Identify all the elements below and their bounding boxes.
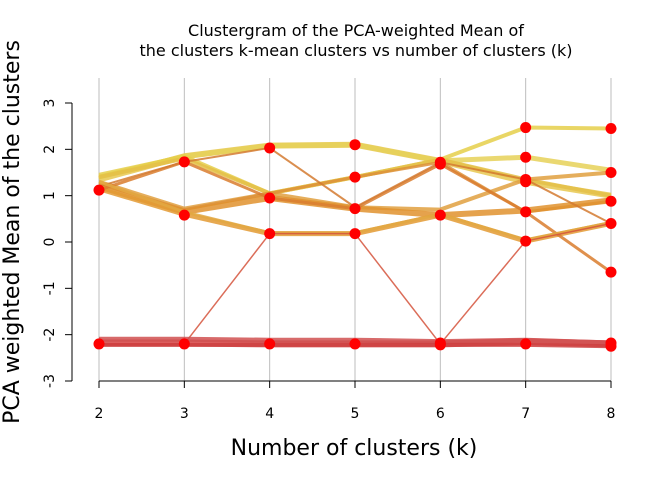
axes: 2 3 4 5 6 7 8 -3 -2 -1 0 1 2 3: [42, 99, 615, 422]
cluster-center-k4-3: [264, 338, 276, 350]
cluster-center-k5-0: [349, 139, 361, 151]
cluster-center-k4-0: [264, 142, 276, 154]
x-tick-label-4: 4: [265, 406, 274, 422]
cluster-center-k2-1: [93, 338, 105, 350]
cluster-center-k5-1: [349, 171, 361, 183]
x-tick-label-5: 5: [351, 406, 360, 422]
chart-title-line2: the clusters k-mean clusters vs number o…: [139, 41, 572, 60]
x-tick-label-2: 2: [95, 406, 104, 422]
cluster-center-k8-4: [605, 266, 617, 278]
y-tick-label--2: -2: [42, 328, 58, 342]
x-tick-label-6: 6: [436, 406, 445, 422]
cluster-center-k7-0: [520, 122, 532, 134]
cluster-center-k3-1: [178, 209, 190, 221]
cluster-center-k8-6: [605, 340, 617, 352]
y-tick-label-1: 1: [42, 191, 58, 200]
cluster-center-k4-2: [264, 228, 276, 240]
cluster-center-k5-2: [349, 203, 361, 215]
cluster-center-k6-2: [434, 209, 446, 221]
cluster-center-k7-6: [520, 338, 532, 350]
y-tick-label-3: 3: [42, 99, 58, 108]
cluster-center-k5-4: [349, 338, 361, 350]
chart-title-line1: Clustergram of the PCA-weighted Mean of: [188, 21, 524, 40]
cluster-center-k6-4: [434, 339, 446, 351]
cluster-center-k7-1: [520, 151, 532, 163]
cluster-center-k2-0: [93, 184, 105, 196]
cluster-center-k8-1: [605, 167, 617, 178]
x-tick-label-8: 8: [607, 406, 616, 422]
y-tick-label-0: 0: [42, 238, 58, 247]
x-axis-label: Number of clusters (k): [231, 436, 478, 461]
cluster-center-k4-1: [264, 192, 276, 204]
cluster-center-k8-2: [605, 195, 617, 207]
y-axis-label: PCA weighted Mean of the clusters: [0, 40, 25, 424]
cluster-center-k5-3: [349, 228, 361, 240]
cluster-center-k8-0: [605, 122, 617, 134]
x-tick-label-3: 3: [180, 406, 189, 422]
cluster-center-k7-3: [520, 176, 532, 188]
y-tick-label--1: -1: [42, 281, 58, 295]
cluster-center-k3-0: [178, 156, 190, 168]
cluster-center-k3-2: [178, 338, 190, 350]
cluster-center-k6-1: [434, 158, 446, 170]
cluster-center-k7-4: [520, 206, 532, 218]
x-tick-label-7: 7: [521, 406, 530, 422]
y-tick-label--3: -3: [42, 374, 58, 388]
y-tick-label-2: 2: [42, 145, 58, 154]
cluster-center-k8-3: [605, 217, 617, 229]
cluster-centers: [93, 122, 617, 352]
cluster-center-k7-5: [520, 235, 532, 247]
